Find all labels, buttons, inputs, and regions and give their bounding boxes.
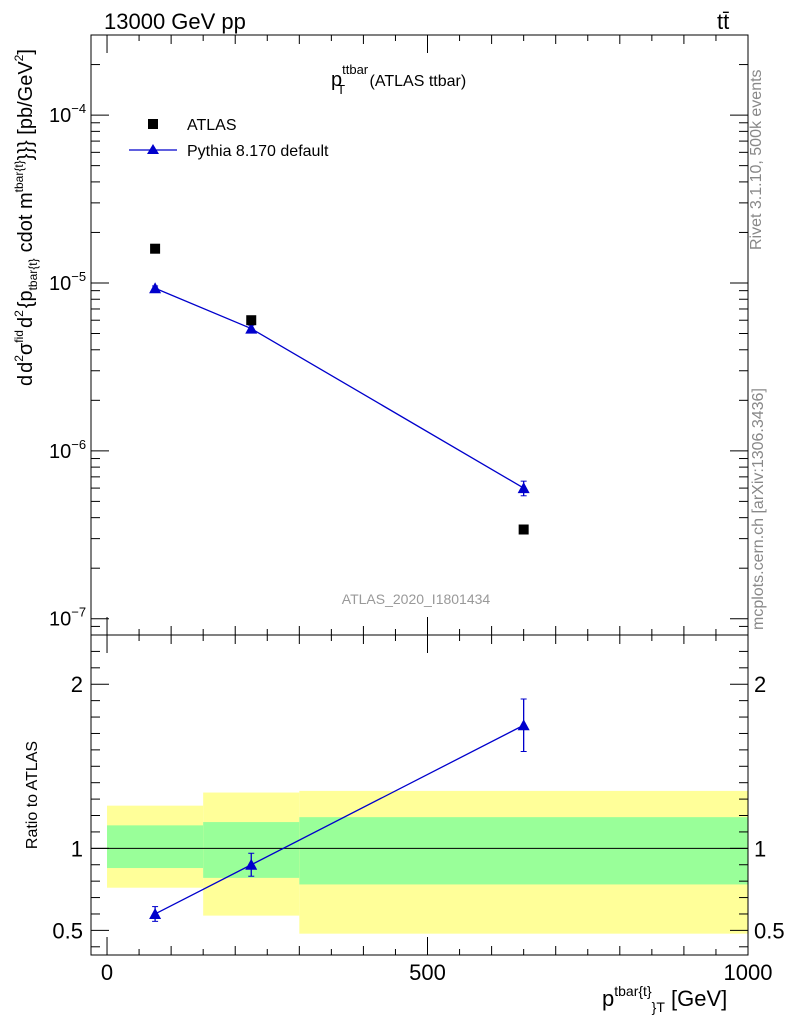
y-label-part-1: d	[15, 375, 37, 386]
ratio-point	[517, 719, 530, 731]
plot-title: pttbar T (ATLAS ttbar)	[331, 62, 466, 97]
y-label-sup-3: fid	[12, 330, 26, 343]
plot-title-main: p	[331, 69, 342, 91]
ratio-band-green	[299, 817, 748, 885]
mcplots-label: mcplots.cern.ch [arXiv:1306.3436]	[750, 388, 767, 630]
y-label-sup-4: 2	[12, 310, 26, 317]
x-label-main: p	[602, 986, 614, 1011]
ratio-series	[149, 698, 530, 922]
main-series	[149, 243, 530, 535]
y-label-sup-7: 2	[12, 54, 26, 61]
y-label-part-8: ]	[15, 49, 37, 55]
y-tick-base: 10	[49, 105, 71, 127]
ratio-panel: 0.5 0.5 1 1 2 2 0 500 1000	[52, 634, 785, 985]
y-tick-exp: −4	[71, 101, 86, 116]
pythia-line	[154, 287, 524, 489]
y-tick-label: 10−4	[49, 101, 86, 127]
y-tick-base: 10	[49, 609, 71, 631]
atlas-point	[246, 315, 257, 326]
ratio-axis-ticks: 0.5 0.5 1 1 2 2 0 500 1000	[52, 634, 785, 985]
ratio-y-axis-label: Ratio to ATLAS	[24, 741, 41, 849]
x-label-sub: }	[652, 999, 657, 1015]
x-label-sup: tbar{t}	[614, 983, 652, 999]
x-tick-label: 1000	[724, 960, 773, 985]
x-tick-label: 500	[409, 960, 446, 985]
ratio-y-tick-label-right: 0.5	[754, 918, 785, 943]
energy-label: 13000 GeV pp	[104, 9, 246, 34]
ratio-y-tick-label: 1	[71, 836, 83, 861]
atlas-point	[150, 243, 161, 254]
ratio-y-tick-label-right: 1	[754, 836, 766, 861]
y-label-part-6: cdot m	[15, 192, 37, 252]
ratio-band-green	[107, 825, 204, 869]
y-label-sub-5: tbar{t}	[26, 258, 40, 290]
plot-title-sub: T	[337, 82, 345, 97]
legend-label-atlas: ATLAS	[187, 117, 237, 134]
y-tick-label: 10−6	[49, 437, 86, 463]
y-label-sup-2: 2	[12, 355, 26, 362]
x-axis-label: ptbar{t}}T [GeV]	[602, 983, 727, 1015]
ratio-point	[149, 907, 162, 919]
y-axis-label: dd2σfidd2{ptbar{t}cdot mtbar{t}}}} [pb/G…	[12, 49, 40, 386]
legend-marker-pythia	[147, 144, 159, 154]
ratio-point	[245, 858, 258, 870]
legend-label-pythia: Pythia 8.170 default	[187, 143, 329, 160]
y-label-part-4: d	[15, 317, 37, 328]
y-label-sup-6: tbar{t}	[12, 160, 26, 192]
y-tick-exp: −5	[71, 269, 86, 284]
y-tick-exp: −7	[71, 605, 86, 620]
plot-title-sup: ttbar	[342, 62, 369, 77]
ratio-bands	[91, 790, 748, 934]
legend: ATLAS Pythia 8.170 default	[129, 117, 329, 160]
ratio-y-tick-label: 0.5	[52, 918, 83, 943]
y-tick-exp: −6	[71, 437, 86, 452]
y-label-part-2: d	[15, 362, 37, 373]
x-tick-label: 0	[101, 960, 113, 985]
y-label-part-7: }}} [pb/GeV	[15, 61, 37, 161]
y-tick-base: 10	[49, 273, 71, 295]
legend-marker-atlas	[148, 119, 158, 129]
ratio-y-tick-label: 2	[71, 672, 83, 697]
pythia-point	[149, 282, 162, 294]
x-label-sub2: T	[656, 999, 665, 1015]
rivet-label: Rivet 3.1.10, 500k events	[748, 69, 765, 250]
analysis-label: ATLAS_2020_I1801434	[342, 591, 491, 607]
plot-title-suffix: (ATLAS ttbar)	[365, 73, 466, 90]
main-panel: 10−710−610−510−4 pttbar T (ATLAS ttbar) A…	[49, 34, 749, 636]
ratio-y-tick-label-right: 2	[754, 672, 766, 697]
x-label-suffix: [GeV]	[665, 986, 727, 1011]
y-label-part-5: {p	[15, 290, 37, 308]
y-label-part-3: σ	[15, 342, 37, 355]
process-label: tt̄	[717, 9, 729, 34]
atlas-point	[518, 524, 529, 535]
ratio-frame	[90, 634, 749, 956]
pythia-point	[245, 322, 258, 334]
pythia-point	[517, 482, 530, 494]
y-tick-label: 10−5	[49, 269, 86, 295]
y-tick-label: 10−7	[49, 605, 86, 631]
y-tick-base: 10	[49, 441, 71, 463]
